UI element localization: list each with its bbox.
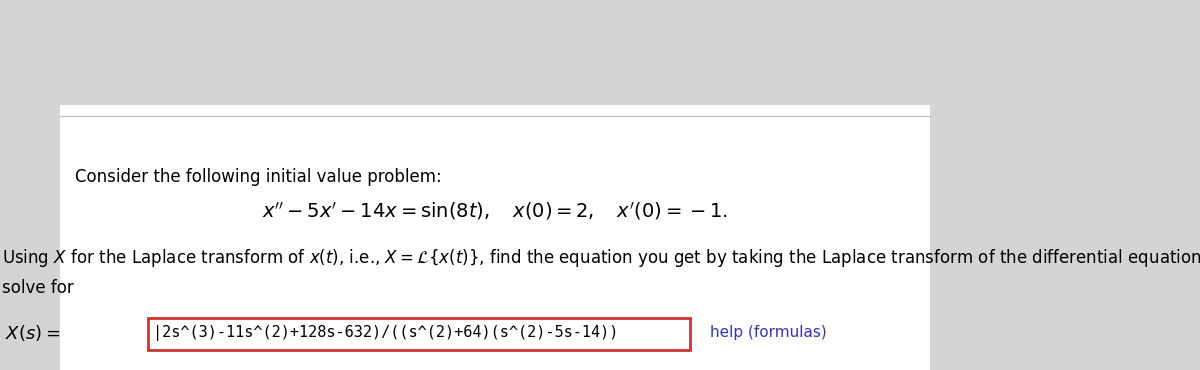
Bar — [60, 105, 930, 370]
Bar — [148, 318, 690, 350]
Text: Using $X$ for the Laplace transform of $x(t)$, i.e., $X = \mathcal{L}\{x(t)\}$, : Using $X$ for the Laplace transform of $… — [2, 247, 1200, 269]
Bar — [930, 115, 1200, 370]
Bar — [0, 0, 1200, 115]
Text: $x'' - 5x' - 14x = \sin(8t), \quad x(0) = 2, \quad x'(0) = -1.$: $x'' - 5x' - 14x = \sin(8t), \quad x(0) … — [262, 200, 728, 222]
Text: |2s^(3)-11s^(2)+128s-632)/((s^(2)+64)(s^(2)-5s-14)): |2s^(3)-11s^(2)+128s-632)/((s^(2)+64)(s^… — [154, 325, 618, 341]
Bar — [0, 115, 60, 370]
Text: help (formulas): help (formulas) — [710, 326, 827, 340]
Text: solve for: solve for — [2, 279, 73, 297]
Text: $X(s) =$: $X(s) =$ — [5, 323, 60, 343]
Text: Consider the following initial value problem:: Consider the following initial value pro… — [74, 168, 442, 186]
Bar — [0, 115, 1200, 370]
